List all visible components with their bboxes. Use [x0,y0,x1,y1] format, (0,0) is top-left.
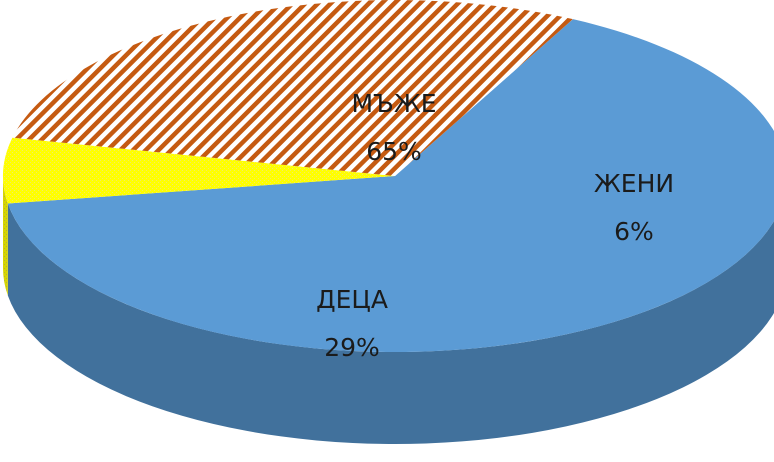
pie-side-walls [2,176,774,444]
data-label-detsa-value: 29% [324,333,380,362]
pie-top-face [3,0,774,352]
slice-zheni-side [2,176,8,296]
slice-detsa [12,0,573,176]
data-label-muzhe-value: 65% [366,137,422,166]
slice-muzhe [7,19,774,352]
data-label-zheni-value: 6% [614,217,654,246]
slice-muzhe-side [7,203,774,444]
pie-labels: МЪЖЕ 65% ЖЕНИ 6% ДЕЦА 29% [316,89,674,362]
data-label-muzhe-name: МЪЖЕ [351,89,436,118]
data-label-detsa-name: ДЕЦА [316,285,388,314]
slice-zheni [3,137,396,204]
data-label-zheni-name: ЖЕНИ [594,169,674,198]
